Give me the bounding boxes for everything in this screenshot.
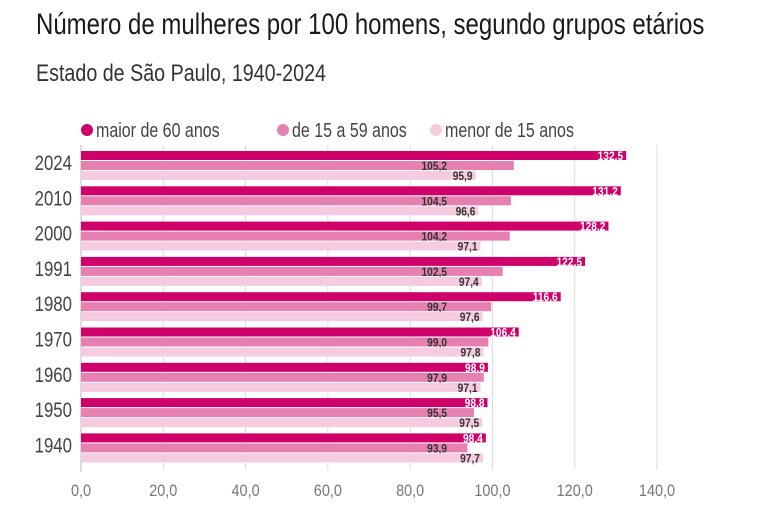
- data-label: 97,1: [458, 241, 478, 254]
- data-label: 131,2: [592, 186, 618, 199]
- bar: [81, 453, 483, 463]
- legend-label: menor de 15 anos: [445, 119, 574, 141]
- year-label: 1960: [35, 364, 72, 387]
- data-label: 97,5: [459, 417, 479, 430]
- x-tick-label: 0,0: [71, 482, 91, 500]
- x-tick-label: 120,0: [557, 482, 593, 500]
- data-label: 104,2: [421, 231, 447, 244]
- chart-subtitle: Estado de São Paulo, 1940-2024: [36, 60, 326, 87]
- legend-label: de 15 a 59 anos: [292, 119, 407, 141]
- year-label: 1950: [35, 399, 72, 422]
- data-label: 99,7: [427, 302, 447, 315]
- data-label: 97,9: [427, 372, 447, 385]
- data-label: 128,2: [580, 221, 606, 234]
- legend-marker: [81, 124, 93, 136]
- data-label: 93,9: [427, 443, 447, 456]
- year-label: 1970: [35, 329, 72, 352]
- data-label: 97,4: [459, 276, 480, 289]
- data-label: 106,4: [490, 327, 516, 340]
- bar: [81, 241, 481, 251]
- bar: [81, 151, 627, 160]
- chart-title: Número de mulheres por 100 homens, segun…: [36, 8, 705, 41]
- data-label: 98,9: [465, 362, 485, 375]
- bar: [81, 186, 621, 196]
- x-tick-label: 100,0: [474, 482, 510, 500]
- bar: [81, 433, 486, 443]
- data-label: 102,5: [421, 266, 447, 279]
- data-label: 99,0: [427, 337, 447, 350]
- bar: [81, 196, 511, 206]
- data-label: 105,2: [421, 160, 447, 173]
- bar: [81, 347, 484, 357]
- x-tick-label: 140,0: [639, 482, 675, 500]
- bar: [81, 221, 609, 231]
- year-label: 1980: [35, 294, 72, 317]
- bar: [81, 443, 468, 453]
- bar: [81, 408, 474, 418]
- x-tick-label: 60,0: [314, 482, 342, 500]
- bar: [81, 302, 492, 312]
- bar: [81, 171, 476, 180]
- data-label: 97,1: [458, 382, 478, 395]
- data-label: 98,8: [465, 397, 485, 410]
- bar: [81, 362, 488, 372]
- data-label: 104,5: [421, 196, 447, 209]
- data-label: 122,5: [556, 256, 582, 269]
- data-label: 97,8: [461, 347, 481, 360]
- year-label: 2000: [35, 223, 72, 246]
- bar: [81, 161, 514, 170]
- legend-marker: [430, 124, 442, 136]
- bar: [81, 382, 481, 392]
- data-label: 95,5: [427, 407, 447, 420]
- data-label: 98,4: [463, 433, 484, 446]
- year-label: 1991: [35, 258, 72, 281]
- data-label: 96,6: [456, 206, 476, 219]
- data-label: 116,6: [533, 292, 558, 305]
- bar: [81, 327, 519, 337]
- year-label: 2010: [35, 188, 72, 211]
- legend-label: maior de 60 anos: [96, 119, 220, 141]
- year-label: 1940: [35, 435, 72, 458]
- data-label: 95,9: [453, 170, 473, 183]
- x-tick-label: 40,0: [232, 482, 260, 500]
- bar: [81, 398, 488, 408]
- bar: [81, 312, 483, 322]
- bar: [81, 256, 585, 266]
- bar: [81, 418, 483, 428]
- bar: [81, 266, 503, 276]
- data-label: 97,7: [460, 453, 480, 466]
- bar: [81, 372, 484, 382]
- x-tick-label: 20,0: [149, 482, 177, 500]
- legend-marker: [277, 124, 289, 136]
- bar: [81, 337, 489, 347]
- bar: [81, 206, 479, 216]
- bar: [81, 231, 510, 241]
- bar: [81, 292, 561, 302]
- data-label: 132,5: [598, 150, 624, 163]
- x-tick-label: 80,0: [396, 482, 424, 500]
- data-label: 97,6: [460, 312, 480, 325]
- year-label: 2024: [35, 152, 73, 175]
- bar: [81, 276, 482, 286]
